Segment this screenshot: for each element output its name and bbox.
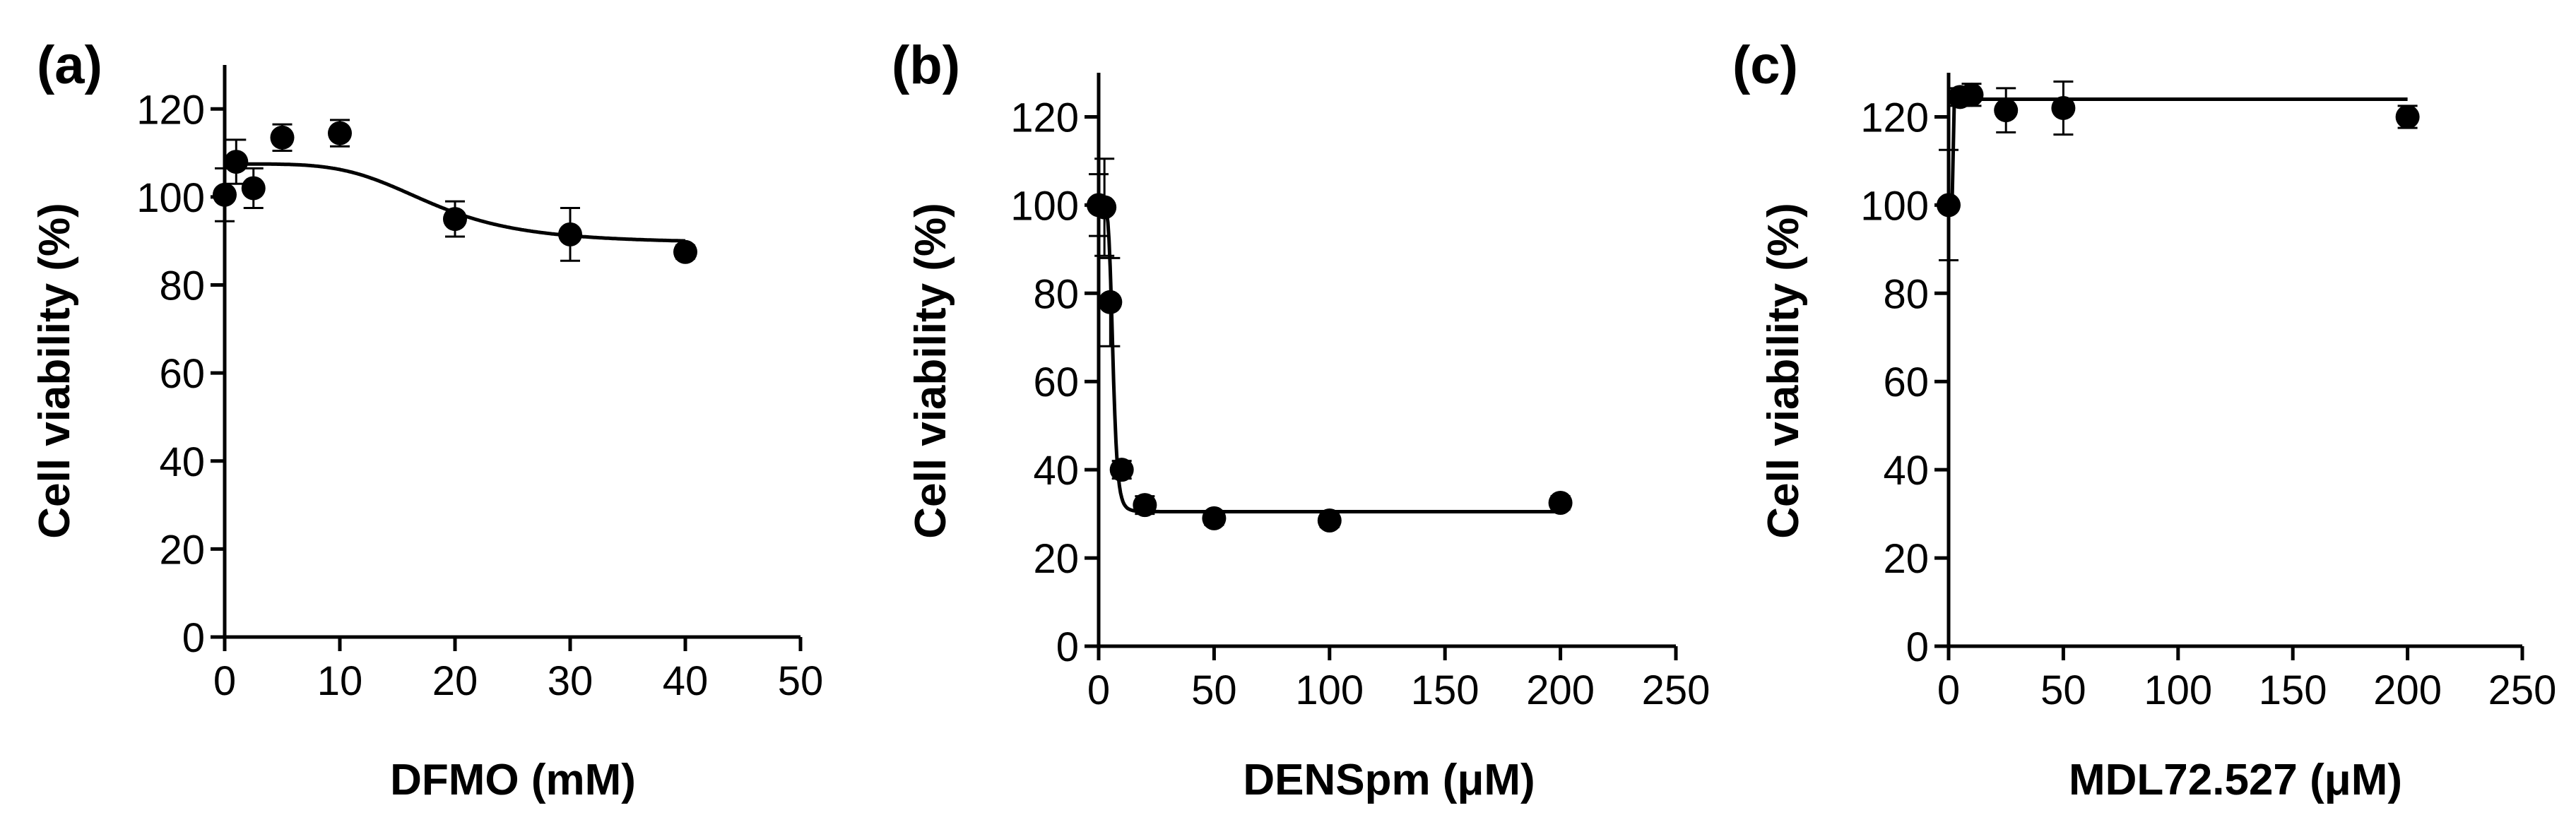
y-tick-label: 80 bbox=[1883, 271, 1929, 317]
x-tick-label: 0 bbox=[1937, 667, 1960, 713]
panel-label: (c) bbox=[1732, 35, 1798, 95]
y-tick-label: 100 bbox=[136, 175, 205, 221]
x-tick-label: 50 bbox=[778, 658, 824, 704]
x-axis-title: MDL72.527 (μM) bbox=[2069, 756, 2402, 804]
data-point bbox=[1098, 290, 1123, 314]
y-tick-label: 40 bbox=[1883, 448, 1929, 494]
x-tick-label: 0 bbox=[213, 658, 236, 704]
y-tick-label: 40 bbox=[159, 439, 205, 485]
x-tick-label: 250 bbox=[1642, 667, 1711, 713]
fit-curve bbox=[1949, 97, 2408, 207]
data-point bbox=[1937, 193, 1961, 218]
y-tick-label: 20 bbox=[159, 527, 205, 573]
x-tick-label: 10 bbox=[317, 658, 363, 704]
data-point bbox=[1109, 458, 1134, 482]
x-tick-label: 100 bbox=[1295, 667, 1364, 713]
data-point bbox=[558, 222, 582, 246]
y-tick-label: 100 bbox=[1010, 183, 1079, 229]
data-point bbox=[1133, 493, 1157, 518]
x-axis-title: DENSpm (μM) bbox=[1243, 756, 1535, 804]
x-axis-title: DFMO (mM) bbox=[390, 756, 636, 804]
data-point bbox=[2395, 105, 2420, 129]
y-axis-title: Cell viability (%) bbox=[906, 203, 955, 538]
fit-curve bbox=[1099, 203, 1561, 513]
y-tick-label: 100 bbox=[1860, 183, 1929, 229]
x-tick-label: 50 bbox=[2040, 667, 2086, 713]
y-tick-label: 120 bbox=[1010, 95, 1079, 141]
data-point bbox=[1317, 508, 1342, 532]
x-tick-label: 200 bbox=[1526, 667, 1595, 713]
x-tick-label: 40 bbox=[663, 658, 709, 704]
y-axis-title: Cell viability (%) bbox=[1759, 203, 1808, 538]
data-point bbox=[213, 182, 237, 207]
x-tick-label: 0 bbox=[1087, 667, 1110, 713]
panel-label: (b) bbox=[892, 35, 960, 95]
data-point bbox=[443, 207, 467, 232]
x-tick-label: 250 bbox=[2488, 667, 2557, 713]
y-axis-title: Cell viability (%) bbox=[30, 203, 79, 538]
y-tick-label: 0 bbox=[1056, 624, 1079, 670]
y-tick-label: 40 bbox=[1033, 448, 1079, 494]
x-tick-label: 30 bbox=[548, 658, 593, 704]
panel-label: (a) bbox=[37, 35, 102, 95]
y-tick-label: 60 bbox=[159, 351, 205, 397]
data-point bbox=[2051, 95, 2076, 120]
y-tick-label: 120 bbox=[136, 87, 205, 133]
data-point bbox=[1202, 506, 1227, 530]
x-tick-label: 150 bbox=[2259, 667, 2327, 713]
x-tick-label: 150 bbox=[1411, 667, 1479, 713]
y-tick-label: 20 bbox=[1883, 536, 1929, 582]
data-point bbox=[673, 239, 697, 264]
y-tick-label: 20 bbox=[1033, 536, 1079, 582]
y-tick-label: 80 bbox=[159, 263, 205, 309]
data-point bbox=[241, 176, 266, 201]
data-point bbox=[1994, 98, 2019, 123]
y-tick-label: 0 bbox=[1906, 624, 1929, 670]
y-tick-label: 0 bbox=[182, 615, 205, 661]
data-point bbox=[270, 125, 295, 150]
x-tick-label: 200 bbox=[2373, 667, 2442, 713]
panel-b: (b) Cell viability (%) DENSpm (μM) 0 20 40… bbox=[892, 35, 1710, 804]
data-point bbox=[1548, 491, 1573, 515]
x-tick-label: 20 bbox=[432, 658, 478, 704]
y-tick-label: 80 bbox=[1033, 271, 1079, 317]
y-tick-label: 60 bbox=[1033, 359, 1079, 405]
y-tick-label: 60 bbox=[1883, 359, 1929, 405]
x-tick-label: 100 bbox=[2144, 667, 2212, 713]
data-point bbox=[1092, 195, 1117, 220]
x-tick-label: 50 bbox=[1191, 667, 1237, 713]
data-point bbox=[328, 121, 352, 145]
data-point bbox=[224, 150, 249, 174]
y-tick-label: 120 bbox=[1860, 95, 1929, 141]
panel-a: (a) Cell viability (%) DFMO (mM) 0 20 40 60… bbox=[30, 35, 823, 804]
data-point bbox=[1959, 83, 1984, 107]
panel-c: (c) Cell viability (%) MDL72.527 (μM) 0 2… bbox=[1732, 35, 2556, 804]
